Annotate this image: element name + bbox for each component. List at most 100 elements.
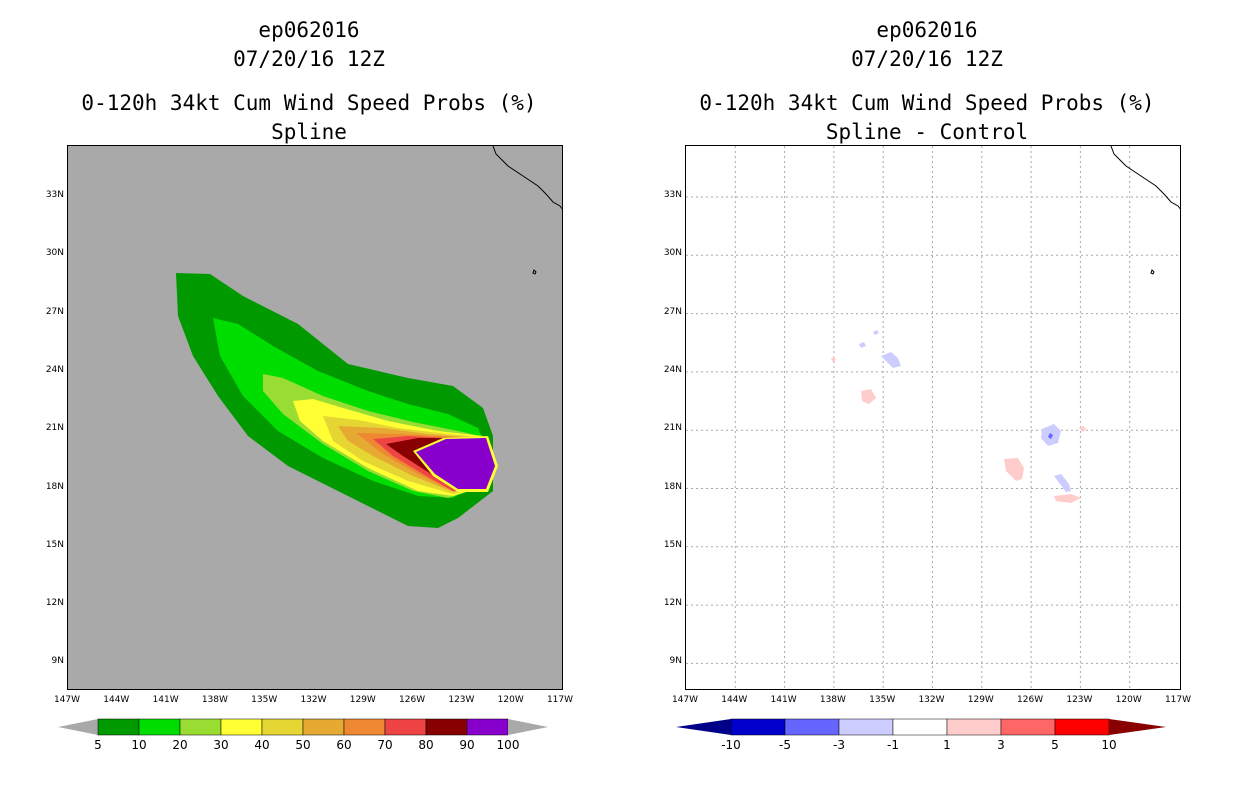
diff-blob-pos-3 [1079, 426, 1086, 432]
lat-label: 33N [663, 190, 682, 200]
colorbar-label: 1 [943, 738, 951, 752]
lon-label: 144W [721, 695, 748, 705]
colorbar-high-arrow [508, 719, 548, 735]
colorbar-label: 60 [336, 738, 352, 752]
lat-label: 21N [45, 423, 64, 434]
lon-label: 144W [103, 695, 130, 705]
colorbar-swatch [946, 718, 1002, 736]
lat-label: 33N [45, 190, 64, 200]
lat-label: 27N [45, 306, 64, 317]
left-colorbar [58, 718, 548, 736]
colorbar-swatch [1054, 718, 1110, 736]
colorbar-swatch [466, 718, 509, 736]
colorbar-label: 5 [94, 738, 102, 752]
left-probability-field [176, 146, 562, 528]
lon-label: 138W [819, 695, 846, 705]
lon-label: 147W [671, 695, 699, 705]
colorbar-label: 30 [213, 738, 229, 752]
right-method-title: Spline - Control [825, 120, 1029, 144]
lon-label: 141W [770, 695, 797, 705]
right-colorbar [676, 718, 1166, 736]
colorbar-label: -5 [779, 738, 791, 752]
lon-label: 135W [869, 695, 896, 705]
island [1150, 269, 1155, 275]
colorbar-swatch [302, 718, 345, 736]
island [532, 269, 537, 275]
lat-label: 15N [45, 539, 64, 550]
lon-label: 129W [967, 695, 994, 705]
left-panel: ep062016 07/20/16 12Z 0-120h 34kt Cum Wi… [45, 18, 574, 752]
right-difference-field [686, 146, 1180, 689]
colorbar-label: 5 [1051, 738, 1059, 752]
right-storm-id: ep062016 [876, 18, 978, 42]
colorbar-swatch [384, 718, 427, 736]
colorbar-swatch [784, 718, 840, 736]
colorbar-label: -1 [887, 738, 899, 752]
colorbar-swatch [97, 718, 140, 736]
left-storm-id: ep062016 [258, 18, 360, 42]
colorbar-label: 20 [172, 738, 188, 752]
lon-label: 138W [201, 695, 228, 705]
lon-label: 120W [497, 695, 524, 705]
colorbar-label: -3 [833, 738, 845, 752]
diff-blob-neg-3 [873, 330, 879, 335]
colorbar-label: 40 [254, 738, 270, 752]
right-panel: ep062016 07/20/16 12Z 0-120h 34kt Cum Wi… [618, 0, 1236, 800]
colorbar-swatch [343, 718, 386, 736]
left-product-title: 0-120h 34kt Cum Wind Speed Probs (%) [81, 91, 537, 115]
lat-label: 12N [45, 598, 64, 609]
lon-label: 147W [53, 695, 81, 705]
contour-90 [416, 438, 495, 489]
diff-blob-pos-5 [1054, 494, 1081, 503]
colorbar-label: 70 [377, 738, 393, 752]
coastline-baja [492, 146, 562, 210]
lat-label: 21N [663, 423, 682, 434]
lon-label: 120W [1115, 695, 1142, 705]
lat-label: 12N [663, 598, 682, 609]
lon-label: 123W [448, 695, 475, 705]
left-map [67, 145, 563, 690]
colorbar-swatch [425, 718, 468, 736]
colorbar-swatch [179, 718, 222, 736]
colorbar-low-arrow [58, 719, 98, 735]
lat-label: 9N [51, 656, 64, 667]
lon-label: 123W [1066, 695, 1093, 705]
colorbar-low-arrow [676, 719, 731, 735]
diff-blob-pos-4 [1004, 458, 1024, 481]
colorbar-label: 50 [295, 738, 311, 752]
lon-label: 126W [399, 695, 426, 705]
lon-label: 135W [251, 695, 278, 705]
diff-blob-pos-2 [831, 356, 836, 362]
colorbar-swatch [1000, 718, 1056, 736]
colorbar-swatch [138, 718, 181, 736]
lat-label: 18N [45, 481, 64, 492]
colorbar-label: 3 [997, 738, 1005, 752]
diff-blob-neg-4-core [1048, 433, 1053, 439]
colorbar-swatch [838, 718, 894, 736]
diff-blob-neg-1 [881, 352, 901, 368]
lat-label: 24N [45, 364, 64, 375]
lon-label: 132W [300, 695, 327, 705]
colorbar-label: 80 [418, 738, 434, 752]
lon-label: 126W [1017, 695, 1044, 705]
colorbar-label: -10 [721, 738, 741, 752]
diff-blob-neg-2 [859, 342, 866, 348]
diff-blob-neg-5 [1054, 474, 1071, 492]
right-map [685, 145, 1181, 690]
colorbar-label: 10 [131, 738, 147, 752]
left-method-title: Spline [271, 120, 347, 144]
right-date-time: 07/20/16 12Z [851, 47, 1003, 71]
lon-label: 117W [546, 695, 574, 705]
lat-label: 15N [663, 539, 682, 550]
colorbar-swatch [892, 718, 948, 736]
colorbar-label: 10 [1101, 738, 1117, 752]
colorbar-swatch [261, 718, 304, 736]
left-date-time: 07/20/16 12Z [233, 47, 385, 71]
colorbar-label: 100 [496, 738, 520, 752]
lat-label: 27N [663, 306, 682, 317]
lon-label: 129W [349, 695, 376, 705]
lon-label: 117W [1164, 695, 1192, 705]
right-product-title: 0-120h 34kt Cum Wind Speed Probs (%) [699, 91, 1155, 115]
lat-label: 18N [663, 481, 682, 492]
lat-label: 30N [663, 248, 682, 259]
